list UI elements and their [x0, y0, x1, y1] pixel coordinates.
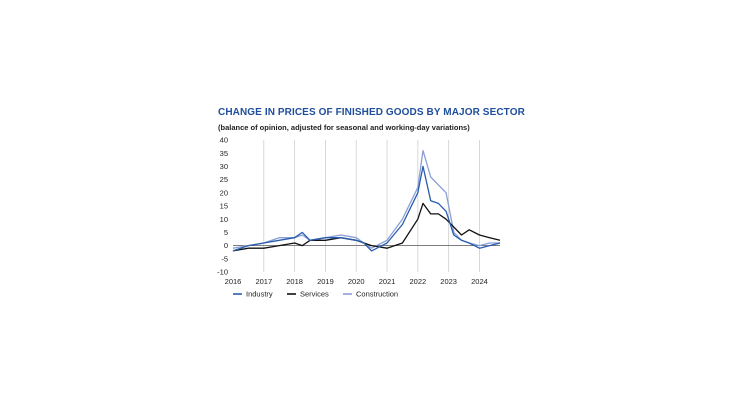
x-tick-label: 2024 — [471, 277, 488, 286]
series-line-services — [232, 202, 501, 252]
x-tick-label: 2021 — [379, 277, 396, 286]
legend-label-industry: Industry — [246, 290, 273, 299]
y-tick-label: 35 — [220, 149, 228, 158]
x-tick-label: 2017 — [255, 277, 272, 286]
y-tick-label: 10 — [220, 215, 228, 224]
x-tick-label: 2019 — [317, 277, 334, 286]
y-tick-label: 15 — [220, 202, 228, 211]
chart-title: CHANGE IN PRICES OF FINISHED GOODS BY MA… — [218, 107, 525, 118]
chart-subtitle: (balance of opinion, adjusted for season… — [218, 123, 470, 132]
x-tick-label: 2020 — [348, 277, 365, 286]
series-line-industry — [232, 165, 501, 252]
y-tick-label: 30 — [220, 162, 228, 171]
y-tick-label: 40 — [220, 136, 228, 145]
x-tick-label: 2018 — [286, 277, 303, 286]
y-tick-label: 25 — [220, 175, 228, 184]
legend-label-construction: Construction — [356, 290, 398, 299]
y-tick-label: -5 — [221, 254, 228, 263]
legend-label-services: Services — [300, 290, 329, 299]
x-tick-label: 2016 — [225, 277, 242, 286]
y-tick-label: 5 — [224, 228, 228, 237]
x-tick-label: 2022 — [410, 277, 427, 286]
y-tick-label: -10 — [217, 268, 228, 277]
y-tick-label: 20 — [220, 188, 228, 197]
y-tick-label: 0 — [224, 241, 228, 250]
x-tick-label: 2023 — [440, 277, 457, 286]
